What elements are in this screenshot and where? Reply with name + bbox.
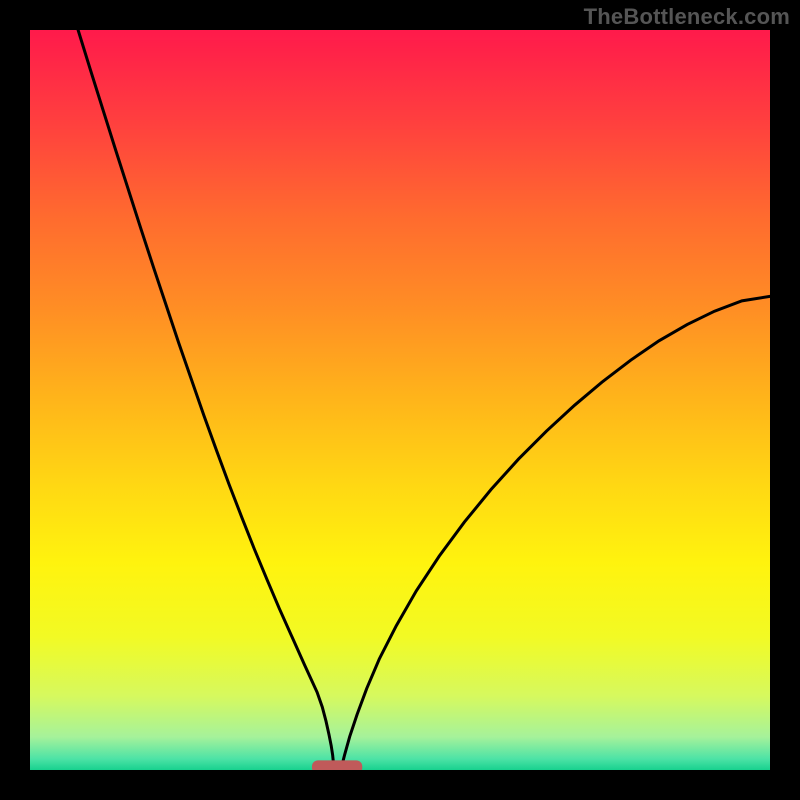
plot-background xyxy=(30,30,770,770)
chart-svg xyxy=(0,0,800,800)
watermark-text: TheBottleneck.com xyxy=(584,4,790,30)
chart-canvas: TheBottleneck.com xyxy=(0,0,800,800)
